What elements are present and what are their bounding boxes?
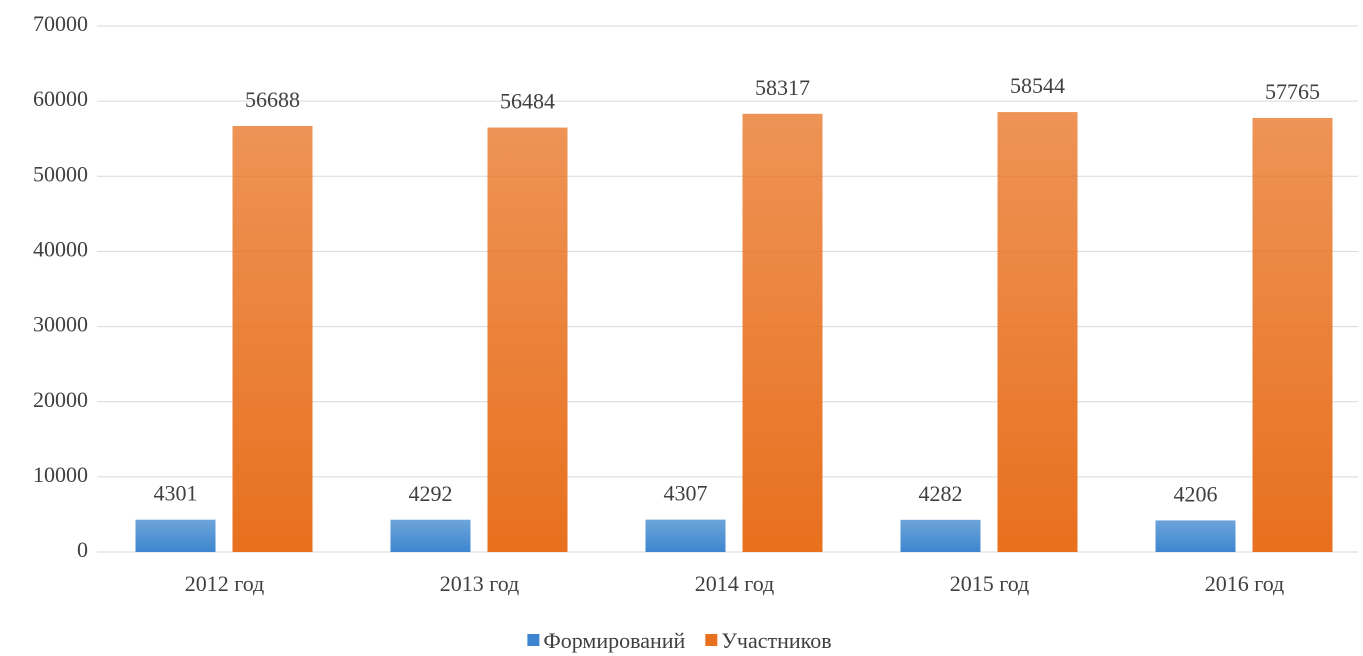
- y-tick-label: 10000: [33, 462, 88, 487]
- bar: [997, 112, 1078, 553]
- x-tick-label: 2016 год: [1205, 571, 1285, 596]
- data-label: 4282: [919, 481, 963, 506]
- data-label: 57765: [1265, 79, 1320, 104]
- bar: [390, 519, 471, 552]
- data-label: 4307: [664, 481, 708, 506]
- x-tick-label: 2013 год: [440, 571, 520, 596]
- bar: [900, 519, 981, 552]
- bar: [1252, 117, 1333, 552]
- x-tick-label: 2015 год: [950, 571, 1030, 596]
- bar: [742, 113, 823, 552]
- data-label: 58544: [1010, 73, 1065, 98]
- bar: [645, 519, 726, 552]
- data-label: 56688: [245, 87, 300, 112]
- data-label: 4301: [154, 481, 198, 506]
- y-tick-label: 40000: [33, 236, 88, 261]
- data-label: 58317: [755, 75, 810, 100]
- legend-label: Участников: [721, 628, 831, 653]
- y-tick-label: 30000: [33, 312, 88, 337]
- y-tick-label: 50000: [33, 161, 88, 186]
- y-tick-label: 70000: [33, 11, 88, 36]
- bar: [232, 126, 313, 552]
- data-label: 4292: [409, 481, 453, 506]
- legend-swatch: [527, 634, 540, 646]
- y-tick-label: 60000: [33, 86, 88, 111]
- bar: [135, 519, 216, 552]
- legend-swatch: [705, 634, 718, 646]
- data-label: 4206: [1174, 481, 1218, 506]
- legend-label: Формирований: [543, 628, 685, 653]
- y-tick-label: 20000: [33, 387, 88, 412]
- bar: [1155, 520, 1236, 552]
- y-tick-label: 0: [77, 537, 88, 562]
- bar: [487, 127, 568, 553]
- x-tick-label: 2014 год: [695, 571, 775, 596]
- x-tick-label: 2012 год: [185, 571, 265, 596]
- data-label: 56484: [500, 89, 555, 114]
